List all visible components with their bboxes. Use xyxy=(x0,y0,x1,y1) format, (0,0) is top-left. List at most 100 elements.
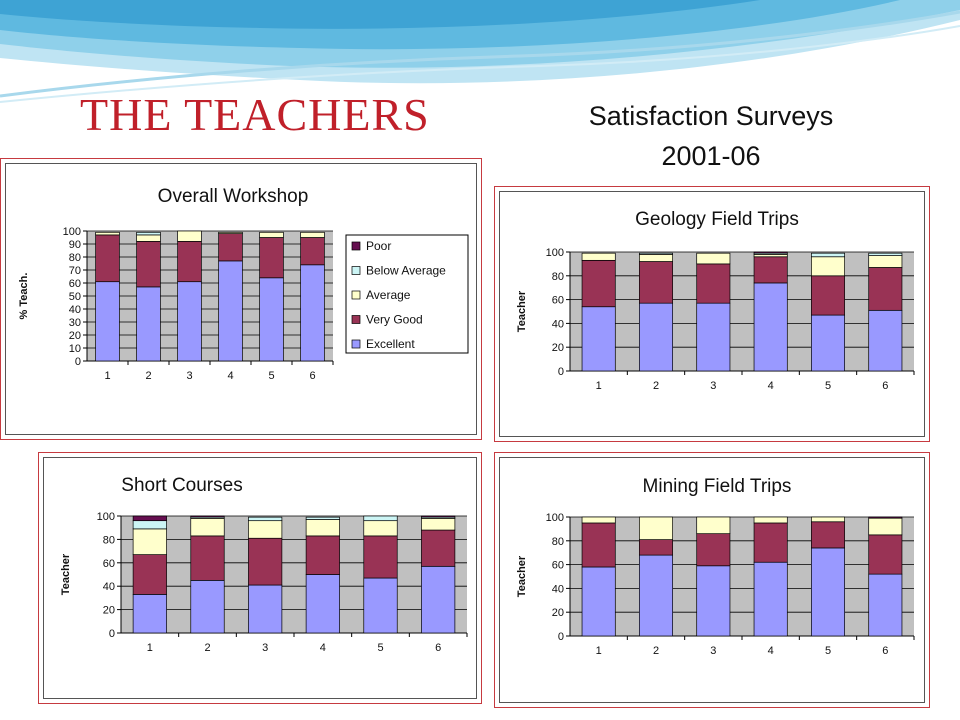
x-tick-label: 2 xyxy=(653,645,659,657)
bar-segment-excellent xyxy=(639,554,673,637)
bar-segment-average xyxy=(811,516,845,523)
bar-segment-excellent xyxy=(639,302,673,372)
y-tick-label: 10 xyxy=(69,343,81,355)
y-tick-label: 100 xyxy=(63,226,81,238)
bar-segment-excellent xyxy=(868,573,903,637)
bar-segment-excellent xyxy=(811,547,845,637)
bar-segment-average xyxy=(581,516,616,524)
plot-area xyxy=(570,252,914,371)
survey-title-line1: Satisfaction Surveys xyxy=(588,101,834,131)
y-tick-label: 90 xyxy=(69,239,81,251)
y-axis-label: Teacher xyxy=(516,555,528,597)
header-wave-decoration xyxy=(0,0,960,103)
bar-segment-excellent xyxy=(696,565,731,637)
bar-segment-very-good xyxy=(696,263,731,304)
y-tick-label: 20 xyxy=(69,330,81,342)
legend-entry: Excellent xyxy=(366,337,415,351)
bar-segment-poor xyxy=(421,515,456,518)
y-tick-label: 70 xyxy=(69,265,81,277)
bar-segment-average xyxy=(248,520,283,539)
x-tick-label: 2 xyxy=(145,370,151,382)
y-tick-label: 40 xyxy=(103,581,115,593)
bar-segment-below-average xyxy=(811,252,845,258)
bar-segment-excellent xyxy=(868,309,903,372)
bar-segment-below-average xyxy=(132,520,167,530)
bar-segment-excellent xyxy=(696,302,731,372)
bar-segment-average xyxy=(259,231,284,238)
bar-segment-very-good xyxy=(696,533,731,567)
y-tick-label: 40 xyxy=(69,304,81,316)
bar-segment-excellent xyxy=(136,286,161,362)
y-tick-label: 0 xyxy=(75,356,81,368)
bar-segment-very-good xyxy=(218,233,243,262)
bar-segment-average xyxy=(696,252,731,265)
bar-segment-excellent xyxy=(95,281,120,362)
x-tick-label: 3 xyxy=(186,370,192,382)
y-tick-label: 40 xyxy=(552,318,564,330)
x-tick-label: 5 xyxy=(268,370,274,382)
x-tick-label: 6 xyxy=(882,380,888,392)
bar-segment-average xyxy=(581,252,616,261)
x-tick-label: 1 xyxy=(104,370,110,382)
bar-segment-average xyxy=(190,517,225,537)
y-tick-label: 30 xyxy=(69,317,81,329)
bar-segment-below-average xyxy=(248,516,283,522)
y-tick-label: 40 xyxy=(552,583,564,595)
y-tick-label: 0 xyxy=(558,366,564,378)
x-tick-label: 1 xyxy=(596,380,602,392)
y-axis-label: Teacher xyxy=(516,290,528,332)
x-tick-label: 2 xyxy=(204,642,210,654)
bar-segment-very-good xyxy=(136,241,161,288)
bar-segment-excellent xyxy=(218,260,243,362)
bar-segment-very-good xyxy=(639,261,673,304)
geology-field-trips-chart: Geology Field Trips 0 20 40 60 80 100 Teacher 1 2… xyxy=(516,209,915,392)
bar-segment-very-good xyxy=(259,237,284,279)
bar-segment-excellent xyxy=(177,281,202,362)
y-tick-label: 80 xyxy=(552,536,564,548)
legend-entry: Below Average xyxy=(366,264,446,278)
bar-segment-excellent xyxy=(753,282,788,372)
chart-frame xyxy=(499,191,925,437)
bar-segment-very-good xyxy=(811,521,845,549)
bar-segment-very-good xyxy=(868,267,903,311)
bar-segment-very-good xyxy=(581,522,616,568)
bar-segment-very-good xyxy=(177,241,202,283)
mining-field-trips-chart: Mining Field Trips 0 20 40 60 80 100 Teacher 1 2 3… xyxy=(516,476,915,657)
bar-segment-below-average xyxy=(136,231,161,236)
bar-segment-below-average xyxy=(639,252,673,255)
legend-entry: Very Good xyxy=(366,313,423,327)
plot-area xyxy=(121,516,467,633)
bar-segment-excellent xyxy=(190,579,225,634)
x-tick-label: 3 xyxy=(262,642,268,654)
x-tick-label: 4 xyxy=(768,645,774,657)
y-tick-label: 0 xyxy=(109,628,115,640)
chart-title: Geology Field Trips xyxy=(635,209,799,230)
short-courses-panel: Short Courses 0 20 40 60 80 100 Teacher 1 2 3 4 5 6 xyxy=(38,452,482,704)
x-tick-label: 3 xyxy=(710,645,716,657)
bar-segment-excellent xyxy=(421,565,456,634)
chart-title: Mining Field Trips xyxy=(643,476,792,497)
y-tick-label: 80 xyxy=(103,534,115,546)
y-tick-label: 100 xyxy=(97,511,115,523)
legend-swatch xyxy=(351,339,361,349)
legend-entry: Poor xyxy=(366,239,391,253)
bar-segment-very-good xyxy=(248,537,283,586)
y-tick-label: 60 xyxy=(552,295,564,307)
bar-segment-excellent xyxy=(753,561,788,637)
chart-title: Short Courses xyxy=(121,475,242,496)
bar-segment-excellent xyxy=(581,306,616,372)
bar-segment-average xyxy=(753,516,788,524)
plot-area xyxy=(570,517,914,636)
x-tick-label: 4 xyxy=(320,642,326,654)
y-tick-label: 100 xyxy=(546,247,564,259)
bar-segment-average xyxy=(300,231,325,238)
y-tick-label: 20 xyxy=(552,607,564,619)
x-tick-label: 4 xyxy=(768,380,774,392)
legend-swatch xyxy=(351,241,361,251)
bar-segment-very-good xyxy=(95,234,120,283)
x-tick-label: 6 xyxy=(882,645,888,657)
bar-segment-below-average xyxy=(868,252,903,256)
legend-swatch xyxy=(351,290,361,300)
legend-swatch xyxy=(351,266,361,275)
